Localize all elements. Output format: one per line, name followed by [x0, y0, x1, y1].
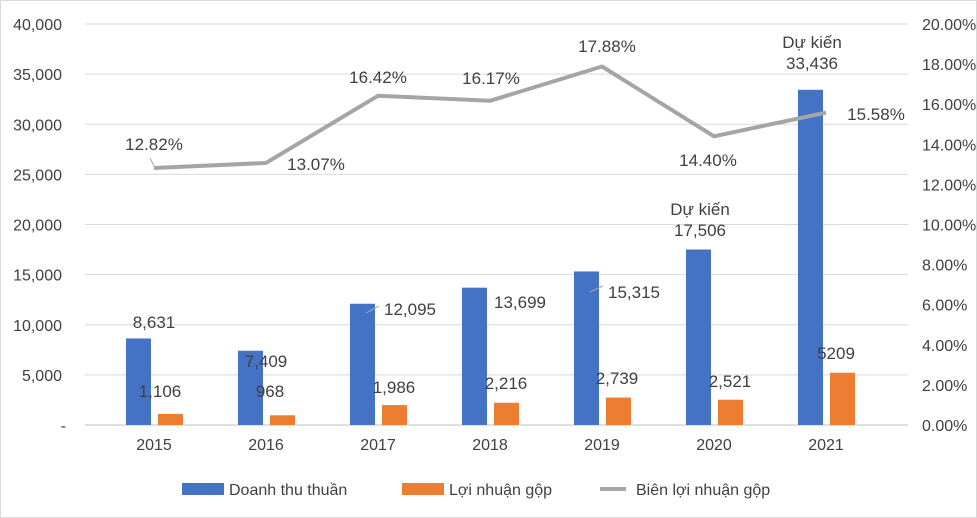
right-tick-label: 8.00% — [922, 258, 967, 275]
label-leader — [589, 285, 604, 293]
right-tick-label: 2.00% — [922, 378, 967, 395]
label-bien-loi-nhuan: 14.40% — [679, 151, 737, 170]
label-bien-loi-nhuan: 16.42% — [349, 68, 407, 87]
right-tick-label: 12.00% — [922, 177, 976, 194]
label-loi-nhuan: 2,739 — [596, 369, 639, 388]
bar-doanh-thu — [238, 350, 263, 425]
bar-loi-nhuan — [158, 413, 183, 425]
left-tick-label: 35,000 — [13, 67, 62, 84]
right-tick-label: 18.00% — [922, 57, 976, 74]
label-bien-loi-nhuan: 16.17% — [462, 69, 520, 88]
bar-doanh-thu — [350, 303, 375, 425]
x-tick-label: 2021 — [808, 437, 844, 454]
bar-doanh-thu — [574, 271, 599, 425]
label-loi-nhuan: 1,106 — [139, 382, 182, 401]
label-bien-loi-nhuan: 17.88% — [578, 37, 636, 56]
bar-loi-nhuan — [606, 397, 631, 425]
label-bien-loi-nhuan: 15.58% — [847, 105, 905, 124]
left-tick-label: 5,000 — [22, 368, 62, 385]
x-tick-label: 2019 — [584, 437, 620, 454]
label-doanh-thu: Dự kiến — [670, 200, 730, 219]
left-tick-label: 10,000 — [13, 318, 62, 335]
x-tick-label: 2017 — [360, 437, 396, 454]
label-leader — [365, 305, 380, 314]
x-tick-label: 2018 — [472, 437, 508, 454]
label-doanh-thu: 12,095 — [384, 300, 436, 319]
left-tick-label: - — [61, 418, 66, 435]
right-tick-label: 10.00% — [922, 218, 976, 235]
label-doanh-thu: 8,631 — [133, 313, 176, 332]
x-tick-label: 2016 — [248, 437, 284, 454]
label-loi-nhuan: 5209 — [817, 344, 855, 363]
left-tick-label: 30,000 — [13, 117, 62, 134]
left-tick-label: 15,000 — [13, 268, 62, 285]
x-tick-label: 2020 — [696, 437, 732, 454]
label-loi-nhuan: 968 — [256, 382, 284, 401]
bar-doanh-thu — [686, 249, 711, 425]
label-leader — [149, 157, 155, 167]
bar-doanh-thu — [126, 338, 151, 425]
right-tick-label: 0.00% — [922, 418, 967, 435]
label-loi-nhuan: 2,216 — [485, 374, 528, 393]
label-loi-nhuan: 2,521 — [709, 372, 752, 391]
legend-label: Lợi nhuận gộp — [449, 482, 552, 499]
legend-label: Biên lợi nhuận gộp — [636, 482, 770, 499]
legend-bar-marker — [402, 483, 444, 495]
bar-loi-nhuan — [270, 415, 295, 425]
left-tick-label: 40,000 — [13, 17, 62, 34]
bar-loi-nhuan — [718, 399, 743, 425]
bar-doanh-thu — [462, 287, 487, 425]
label-doanh-thu: 17,506 — [674, 221, 726, 240]
bar-loi-nhuan — [830, 372, 855, 425]
label-doanh-thu: 7,409 — [245, 352, 288, 371]
right-tick-label: 6.00% — [922, 298, 967, 315]
bar-loi-nhuan — [382, 405, 407, 425]
right-tick-label: 4.00% — [922, 338, 967, 355]
left-tick-label: 20,000 — [13, 218, 62, 235]
legend-bar-marker — [182, 483, 224, 495]
label-bien-loi-nhuan: 13.07% — [287, 155, 345, 174]
bar-loi-nhuan — [494, 402, 519, 425]
line-bien-loi-nhuan — [153, 64, 827, 170]
x-tick-label: 2015 — [136, 437, 172, 454]
legend-label: Doanh thu thuần — [229, 482, 347, 499]
label-doanh-thu: 33,436 — [786, 54, 838, 73]
left-tick-label: 25,000 — [13, 167, 62, 184]
right-tick-label: 16.00% — [922, 97, 976, 114]
label-loi-nhuan: 1,986 — [373, 378, 416, 397]
label-doanh-thu: 15,315 — [608, 283, 660, 302]
label-doanh-thu: 13,699 — [494, 293, 546, 312]
label-doanh-thu: Dự kiến — [782, 33, 842, 52]
right-tick-label: 14.00% — [922, 137, 976, 154]
right-tick-label: 20.00% — [922, 17, 976, 34]
label-bien-loi-nhuan: 12.82% — [125, 135, 183, 154]
bar-doanh-thu — [798, 89, 823, 425]
